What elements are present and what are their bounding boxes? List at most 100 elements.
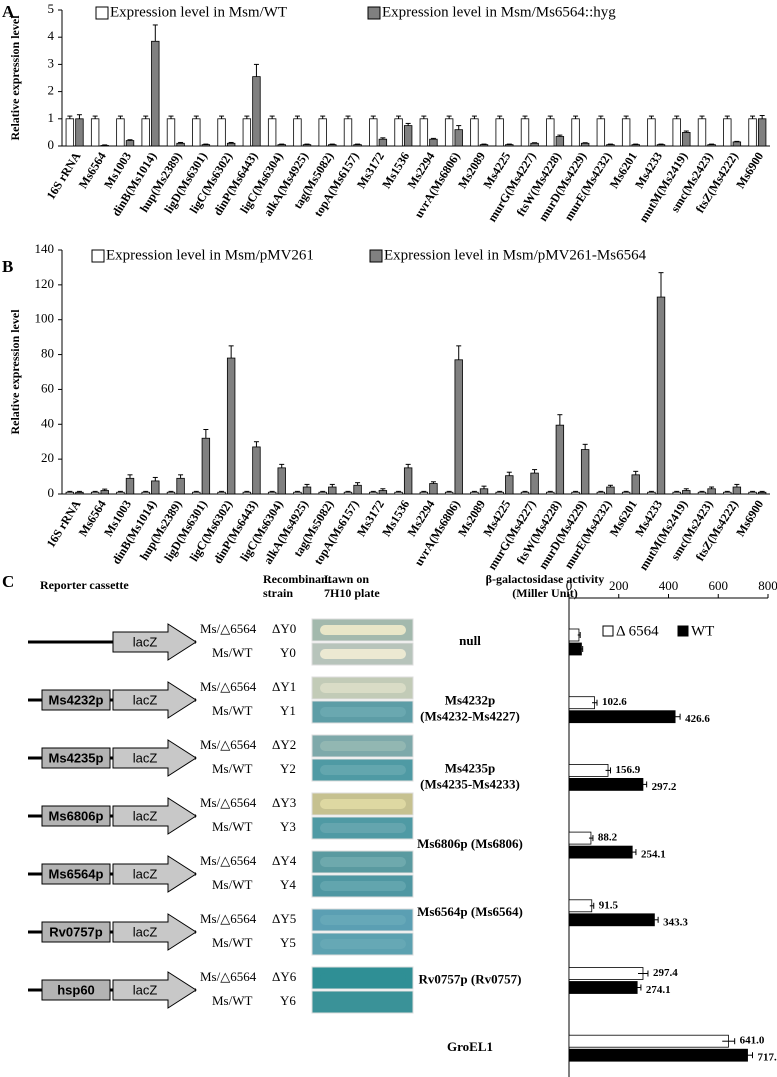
category-label: null (459, 633, 481, 648)
y-tick-label: 1 (48, 110, 55, 125)
value-label: 426.6 (685, 713, 710, 725)
category-label: Rv0757p (Rv0757) (419, 971, 522, 986)
strain-label: Ms/WT (212, 703, 253, 718)
bar (520, 118, 530, 147)
bar (606, 486, 615, 495)
strain-id: Y4 (280, 877, 296, 892)
bar (682, 490, 691, 495)
reporter-label: lacZ (133, 750, 158, 765)
bar (697, 118, 707, 147)
y-axis-label: Relative expression level (8, 309, 22, 435)
bar (596, 491, 606, 495)
bar (267, 118, 277, 147)
strain-id: ΔY3 (272, 795, 296, 810)
bar (546, 491, 555, 495)
bar (555, 136, 565, 147)
lawn-streak (320, 707, 406, 717)
lawn-streak (320, 625, 406, 635)
bar (470, 491, 479, 495)
bar (568, 764, 609, 777)
bar (647, 491, 656, 495)
legend-swatch (367, 6, 381, 20)
bar (568, 1034, 729, 1048)
y-tick-label: 2 (48, 83, 55, 98)
y-tick-label: 60 (41, 380, 54, 395)
promoter-label: Ms6806p (49, 808, 104, 823)
strain-id: ΔY5 (272, 911, 296, 926)
value-label: 641.0 (740, 1035, 765, 1047)
bar (100, 145, 109, 147)
bar (571, 118, 580, 147)
bar (757, 118, 767, 147)
bar (192, 118, 201, 147)
bar (176, 477, 185, 495)
strain-label: Ms/△6564 (200, 737, 257, 752)
bar (343, 491, 353, 495)
bar (125, 477, 135, 495)
y-tick-label: 140 (35, 241, 55, 256)
bar (723, 118, 732, 147)
bar (606, 144, 615, 147)
bar (707, 144, 716, 147)
value-label: 297.4 (653, 967, 678, 979)
lawn-streak (320, 683, 406, 693)
bar (571, 491, 580, 495)
lacz-arrow (112, 913, 197, 951)
bar (568, 1048, 748, 1062)
strain-label: Ms/WT (212, 935, 253, 950)
column-header: strain (263, 586, 293, 600)
bar (647, 118, 656, 147)
category-label: Ms6564p (Ms6564) (417, 904, 523, 919)
strain-label: Ms/△6564 (200, 853, 257, 868)
bar (631, 144, 640, 147)
x-tick-label: 800 (758, 578, 777, 593)
bar (568, 899, 593, 913)
lawn-streak (320, 741, 406, 751)
bar (568, 913, 655, 927)
bar (378, 490, 388, 495)
bar (757, 491, 767, 495)
y-tick-label: 20 (41, 450, 54, 465)
value-label: 297.2 (652, 781, 677, 793)
strain-label: Ms/WT (212, 877, 253, 892)
bar (568, 642, 582, 656)
lacz-arrow (112, 971, 197, 1009)
strain-id: Y1 (280, 703, 296, 718)
bar (495, 491, 504, 495)
strain-label: Ms/WT (212, 993, 253, 1008)
bar (65, 118, 75, 147)
lawn-streak (320, 799, 406, 809)
panel-label: B (2, 257, 13, 276)
bar (343, 118, 353, 147)
promoter-box (41, 921, 111, 943)
bar (748, 491, 757, 495)
legend-label: Expression level in Msm/Ms6564::hyg (382, 4, 616, 20)
bar (580, 142, 590, 147)
category-label: (Ms4232-Ms4227) (420, 709, 520, 724)
promoter-label: Ms4232p (49, 692, 104, 707)
strain-id: ΔY6 (272, 969, 297, 984)
bar (201, 437, 211, 495)
bar (75, 118, 84, 147)
lawn-streak (320, 649, 406, 659)
bar (672, 491, 681, 495)
bar (530, 472, 539, 495)
legend-label: Expression level in Msm/WT (110, 4, 287, 20)
bar (125, 140, 135, 147)
reporter-label: lacZ (133, 924, 158, 939)
legend-swatch (677, 625, 689, 637)
y-tick-label: 100 (35, 311, 55, 326)
bar (732, 486, 742, 495)
value-label: 91.5 (599, 899, 619, 911)
bar (568, 696, 595, 710)
legend-label: Δ 6564 (616, 623, 659, 639)
bar (568, 628, 580, 642)
promoter-box (41, 863, 111, 885)
bar (318, 118, 327, 147)
strain-id: Y6 (280, 993, 296, 1008)
lacz-arrow (112, 739, 197, 777)
category-label: GroEL1 (447, 1039, 493, 1054)
column-header: β-galactosidase activity (486, 572, 605, 586)
value-label: 343.3 (663, 916, 688, 928)
